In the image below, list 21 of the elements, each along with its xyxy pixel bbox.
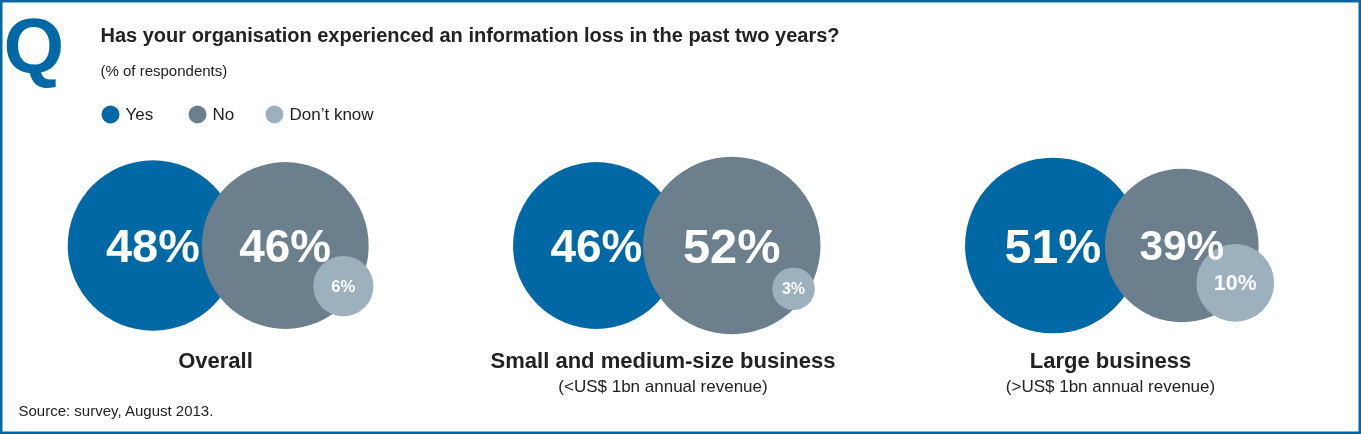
data-label: 6% bbox=[331, 276, 356, 296]
text: Q bbox=[3, 1, 65, 90]
source-note: Source: survey, August 2013. bbox=[18, 402, 214, 419]
category-label: Small and medium-size business bbox=[490, 348, 836, 373]
legend-label: Don’t know bbox=[289, 105, 375, 124]
category-label: Large business bbox=[1029, 348, 1192, 373]
data-label: 48% bbox=[106, 219, 200, 272]
text: (<US$ 1bn annual revenue) bbox=[558, 377, 768, 396]
category-label: Overall bbox=[178, 348, 253, 373]
data-label: 3% bbox=[781, 280, 806, 298]
data-label: 46% bbox=[239, 219, 332, 272]
text: (% of respondents) bbox=[100, 62, 228, 79]
data-label: 52% bbox=[682, 218, 781, 273]
data-label: 46% bbox=[550, 219, 643, 272]
data-label: 39% bbox=[1139, 222, 1225, 269]
text: Has your organisation experienced an information loss in the past two years? bbox=[100, 23, 840, 46]
legend-label: No bbox=[212, 105, 235, 124]
text: (>US$ 1bn annual revenue) bbox=[1005, 377, 1216, 396]
legend-label: Yes bbox=[125, 105, 154, 124]
data-label: 51% bbox=[1004, 218, 1102, 273]
data-label: 10% bbox=[1213, 270, 1257, 295]
